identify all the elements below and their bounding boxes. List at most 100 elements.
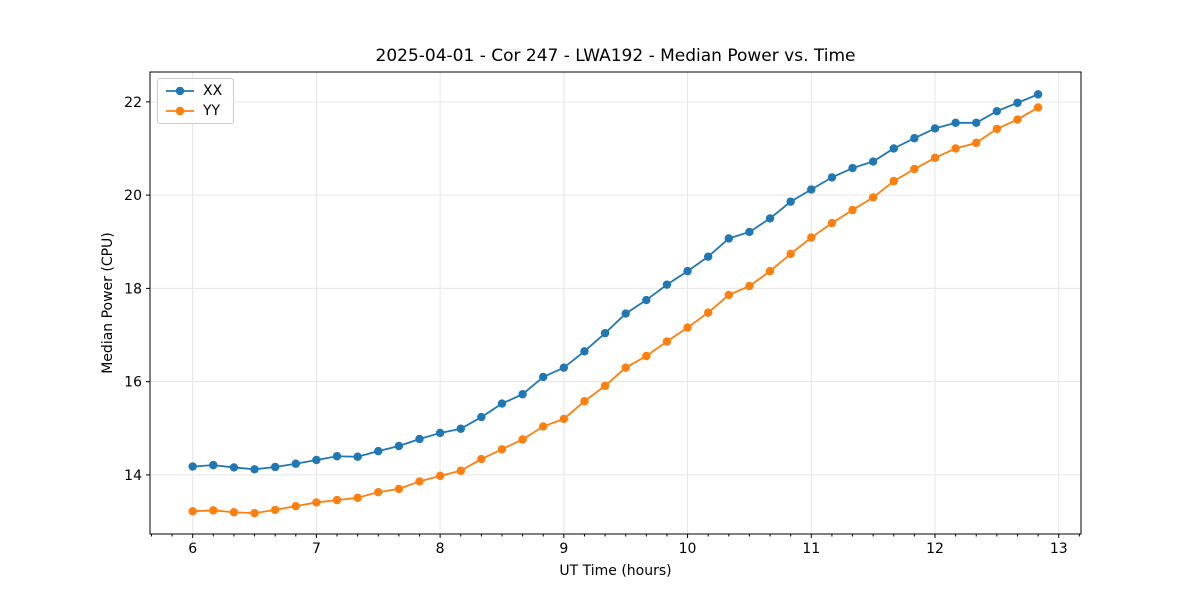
data-point-yy <box>394 484 404 494</box>
data-point-xx <box>642 295 651 305</box>
data-point-yy <box>291 501 300 511</box>
grid <box>150 72 1081 534</box>
data-point-yy <box>1033 103 1043 112</box>
data-point-yy <box>539 422 548 431</box>
data-point-yy <box>642 351 651 361</box>
svg-text:20: 20 <box>124 188 142 204</box>
svg-text:16: 16 <box>124 375 142 391</box>
svg-text:10: 10 <box>679 541 697 557</box>
data-point-yy <box>930 153 940 163</box>
data-point-xx <box>270 462 280 472</box>
data-point-xx <box>188 462 197 471</box>
data-point-yy <box>889 176 898 186</box>
svg-text:11: 11 <box>802 541 820 557</box>
data-point-yy <box>374 487 383 497</box>
data-point-xx <box>703 252 713 261</box>
data-point-yy <box>518 435 527 444</box>
data-point-xx <box>662 280 672 289</box>
legend-line-sample-xx <box>166 86 194 96</box>
data-point-yy <box>580 397 589 406</box>
legend-item-xx: XX <box>165 81 222 101</box>
data-point-yy <box>992 124 1002 134</box>
x-axis-label: UT Time (hours) <box>559 563 672 579</box>
data-point-xx <box>745 227 754 237</box>
plot-border <box>149 71 1082 535</box>
data-point-yy <box>312 498 321 507</box>
data-point-xx <box>848 163 857 173</box>
data-point-xx <box>930 124 940 133</box>
data-point-yy <box>827 218 837 228</box>
legend-line-sample-yy <box>166 106 194 116</box>
data-point-xx <box>229 463 239 472</box>
data-point-xx <box>312 455 321 465</box>
data-point-xx <box>992 106 1002 116</box>
svg-text:7: 7 <box>312 541 321 557</box>
data-point-yy <box>703 308 713 317</box>
data-point-xx <box>456 424 465 433</box>
data-point-xx <box>600 328 610 338</box>
data-point-yy <box>435 471 445 481</box>
x-tick-labels: 6 7 8 9 10 11 12 13 <box>188 541 1067 557</box>
y-tick-labels: 14 16 18 20 22 <box>124 95 142 484</box>
data-point-yy <box>250 508 259 518</box>
data-point-yy <box>1013 115 1022 124</box>
legend-label-yy: YY <box>203 103 221 119</box>
data-point-xx <box>374 446 383 456</box>
data-point-yy <box>848 205 857 215</box>
data-point-xx <box>868 157 878 166</box>
data-point-xx <box>435 428 445 438</box>
svg-text:12: 12 <box>926 541 944 557</box>
data-point-xx <box>332 452 342 461</box>
data-point-yy <box>910 164 919 174</box>
data-point-xx <box>291 459 300 468</box>
data-point-yy <box>724 290 734 300</box>
data-point-xx <box>1033 90 1043 99</box>
data-point-yy <box>229 508 239 517</box>
data-point-xx <box>765 214 775 223</box>
legend-item-yy: YY <box>165 101 222 121</box>
data-point-xx <box>353 452 362 461</box>
data-point-xx <box>724 234 734 243</box>
svg-text:22: 22 <box>124 95 142 111</box>
data-point-xx <box>786 197 795 206</box>
data-point-yy <box>188 507 197 516</box>
data-point-xx <box>539 372 548 382</box>
data-point-yy <box>332 495 342 505</box>
data-point-yy <box>972 138 981 148</box>
data-point-yy <box>951 144 960 153</box>
data-point-xx <box>951 118 960 128</box>
data-point-yy <box>477 454 486 464</box>
data-point-xx <box>497 399 507 408</box>
data-point-yy <box>559 414 569 424</box>
data-point-yy <box>807 233 816 242</box>
data-point-xx <box>518 390 527 399</box>
data-point-xx <box>972 118 981 128</box>
svg-text:14: 14 <box>124 468 142 484</box>
svg-text:6: 6 <box>188 541 197 557</box>
data-point-yy <box>456 466 465 475</box>
data-point-xx <box>827 173 837 182</box>
series-yy <box>188 103 1043 518</box>
legend-label-xx: XX <box>203 83 223 99</box>
data-point-xx <box>559 363 569 372</box>
axis-ticks <box>146 101 1080 538</box>
data-point-yy <box>600 381 610 391</box>
data-point-xx <box>807 185 816 194</box>
data-point-yy <box>353 493 362 502</box>
data-point-xx <box>394 441 404 451</box>
data-point-xx <box>889 144 898 153</box>
svg-text:13: 13 <box>1050 541 1068 557</box>
series-xx <box>188 90 1043 474</box>
data-point-yy <box>683 323 692 332</box>
data-point-yy <box>209 506 218 515</box>
data-point-yy <box>662 337 672 346</box>
data-point-yy <box>786 249 795 259</box>
data-point-xx <box>1013 98 1022 107</box>
data-point-yy <box>415 477 424 486</box>
data-point-xx <box>250 465 259 474</box>
svg-text:9: 9 <box>559 541 568 557</box>
data-point-xx <box>621 309 630 318</box>
data-point-yy <box>745 281 754 291</box>
